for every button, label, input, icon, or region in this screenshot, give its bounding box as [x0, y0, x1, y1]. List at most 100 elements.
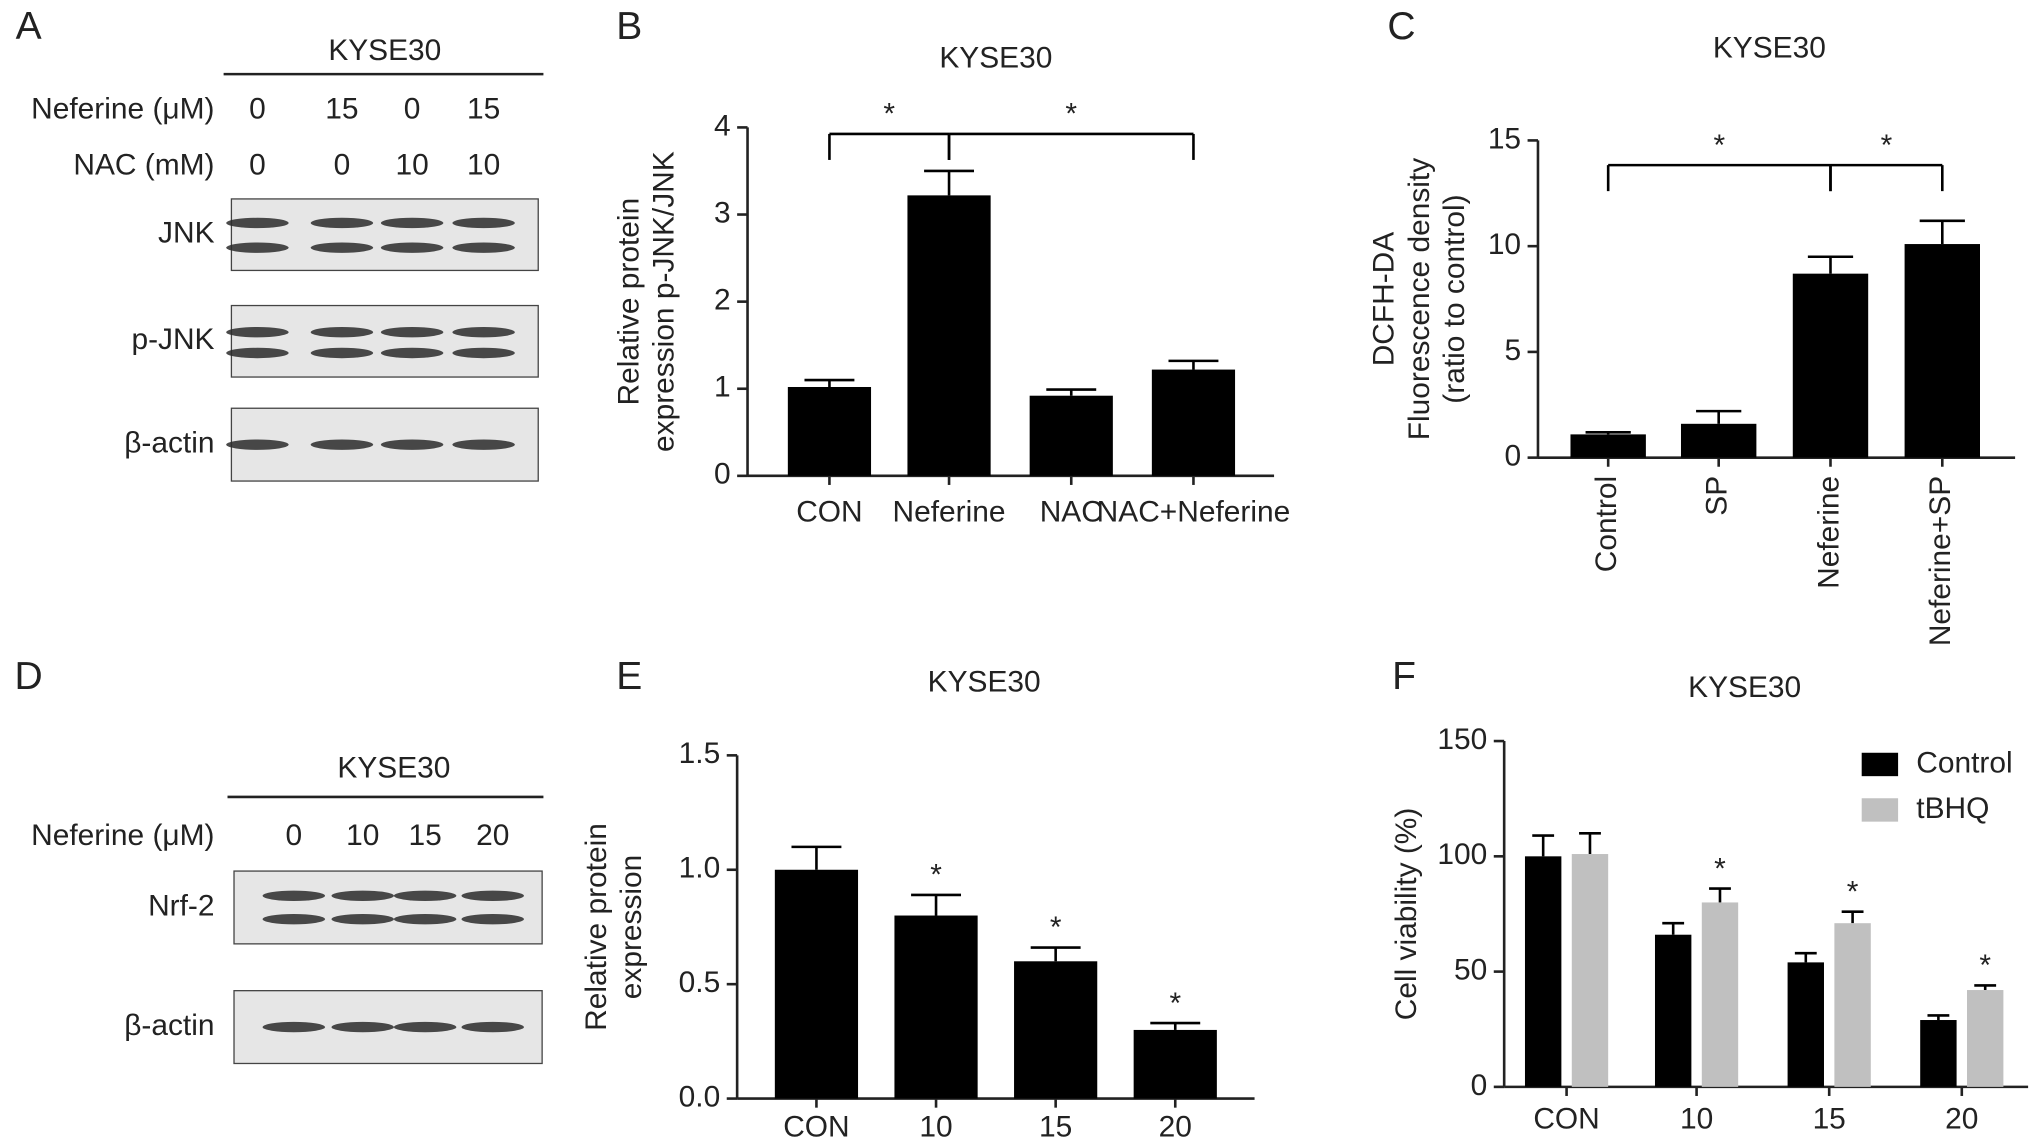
- bracket-label: *: [1881, 129, 1893, 162]
- y-tick-label: 3: [714, 196, 731, 229]
- x-tick-label: Neferine+SP: [1924, 476, 1957, 646]
- condition-value: 0: [286, 819, 303, 852]
- condition-value: 0: [404, 92, 421, 125]
- band: [226, 217, 289, 229]
- band: [310, 326, 374, 338]
- panel-letter: C: [1387, 5, 1415, 48]
- x-tick-label: Neferine: [893, 495, 1006, 528]
- band: [331, 890, 394, 901]
- y-axis-label: (ratio to control): [1438, 194, 1471, 403]
- bar: [1524, 856, 1562, 1087]
- bar: [1133, 1029, 1217, 1099]
- band: [452, 242, 515, 253]
- y-tick-label: 0: [1504, 440, 1521, 473]
- band: [393, 890, 457, 901]
- y-tick-label: 0: [714, 458, 731, 491]
- bar: [774, 869, 859, 1099]
- condition-value: 20: [476, 819, 509, 852]
- x-tick-label: 10: [919, 1110, 952, 1143]
- y-axis-label: DCFH-DA: [1368, 232, 1401, 367]
- bar: [907, 195, 991, 476]
- y-axis-label: Fluorescence density: [1403, 158, 1436, 440]
- x-tick-label: 15: [1039, 1110, 1072, 1143]
- blot-box: [230, 198, 539, 272]
- panel-letter: D: [15, 655, 43, 698]
- band: [461, 890, 524, 901]
- blot-header: KYSE30: [337, 752, 450, 785]
- y-tick-label: 5: [1504, 334, 1521, 367]
- blot-header: KYSE30: [328, 34, 441, 67]
- x-tick-label: CON: [1533, 1103, 1599, 1136]
- bar: [1571, 854, 1609, 1087]
- bar: [1792, 273, 1869, 458]
- bar: [894, 915, 978, 1099]
- y-tick-label: 100: [1437, 838, 1487, 871]
- significance: *: [1979, 949, 1991, 982]
- bar: [1680, 423, 1757, 458]
- y-axis-label: expression p-JNK/JNK: [648, 151, 681, 452]
- x-tick-label: 20: [1159, 1110, 1192, 1143]
- chart-title: KYSE30: [1713, 31, 1826, 64]
- bar: [1920, 1020, 1957, 1087]
- bar: [787, 386, 872, 476]
- band: [310, 242, 374, 253]
- bracket-label: *: [1065, 98, 1077, 131]
- y-tick-label: 1: [714, 371, 731, 404]
- band: [310, 439, 374, 450]
- chart-title: KYSE30: [928, 666, 1041, 699]
- y-axis-label: Relative protein: [612, 198, 645, 406]
- bar: [1029, 395, 1113, 476]
- band: [310, 217, 374, 229]
- y-tick-label: 2: [714, 284, 731, 317]
- x-tick-label: NAC+Neferine: [1097, 495, 1291, 528]
- condition-label: Neferine (μM): [31, 92, 214, 125]
- band: [452, 326, 515, 338]
- band: [262, 1021, 326, 1033]
- band: [380, 217, 444, 229]
- condition-value: 0: [334, 148, 351, 181]
- band-label: p-JNK: [131, 323, 214, 356]
- bar: [1570, 434, 1646, 458]
- panel-letter: F: [1392, 655, 1416, 698]
- significance: *: [930, 859, 942, 892]
- band: [310, 347, 374, 359]
- band: [262, 913, 326, 925]
- band-label: Nrf-2: [148, 889, 214, 922]
- condition-value: 10: [467, 148, 500, 181]
- band: [380, 347, 444, 359]
- y-axis-label: Cell viability (%): [1390, 808, 1423, 1021]
- bar: [1654, 934, 1692, 1087]
- bar: [1014, 961, 1098, 1099]
- band: [452, 347, 515, 359]
- band-label: JNK: [158, 217, 215, 250]
- bar: [1787, 962, 1824, 1087]
- blot-box: [233, 870, 543, 945]
- x-tick-label: 15: [1813, 1103, 1846, 1136]
- band-label: β-actin: [124, 427, 214, 460]
- significance: *: [1169, 987, 1181, 1020]
- condition-value: 15: [467, 92, 500, 125]
- legend-label: Control: [1916, 746, 2012, 779]
- x-tick-label: Control: [1590, 476, 1623, 572]
- x-tick-label: CON: [796, 495, 862, 528]
- condition-label: NAC (mM): [73, 148, 214, 181]
- condition-value: 0: [249, 148, 266, 181]
- bar: [1834, 923, 1871, 1087]
- condition-value: 0: [249, 92, 266, 125]
- blot-box: [230, 304, 539, 378]
- condition-label: Neferine (μM): [31, 819, 214, 852]
- band: [226, 326, 289, 338]
- y-tick-label: 50: [1454, 953, 1487, 986]
- band: [262, 890, 326, 901]
- band-label: β-actin: [124, 1009, 214, 1042]
- y-tick-label: 1.5: [679, 737, 721, 770]
- band: [226, 242, 289, 253]
- y-tick-label: 0: [1471, 1069, 1488, 1102]
- band: [393, 913, 457, 925]
- band: [393, 1021, 457, 1033]
- panel-letter: A: [16, 5, 42, 48]
- band: [452, 439, 515, 450]
- y-tick-label: 0.5: [679, 966, 721, 999]
- band: [380, 326, 444, 338]
